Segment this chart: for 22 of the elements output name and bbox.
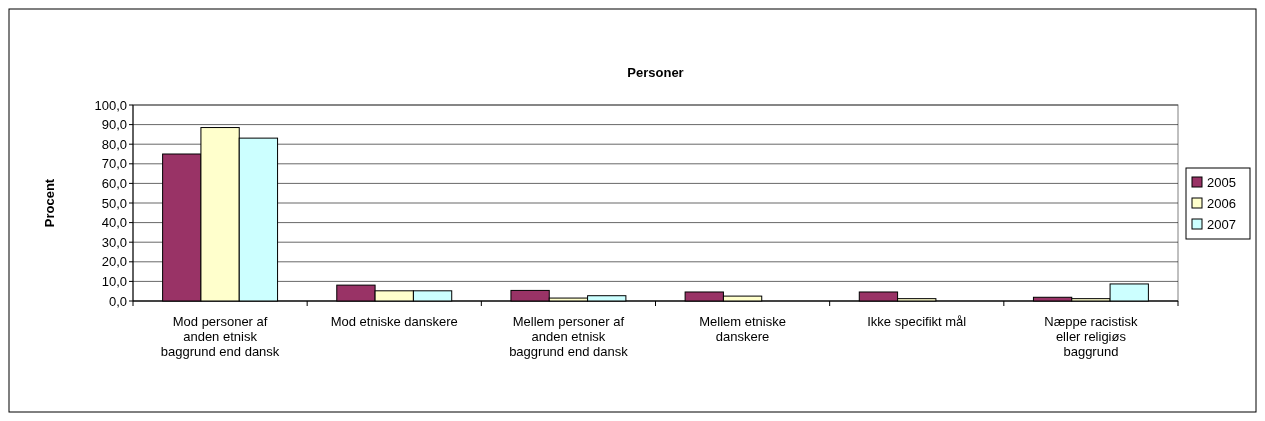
y-axis-title: Procent xyxy=(42,178,57,228)
y-tick-label: 20,0 xyxy=(101,254,127,270)
y-tick-label: 60,0 xyxy=(101,175,127,191)
y-tick-label: 40,0 xyxy=(101,215,127,231)
x-tick-label: Mellem etniske danskere xyxy=(699,314,786,344)
y-tick-label: 50,0 xyxy=(101,195,127,211)
x-tick-label: Mod personer af anden etnisk baggrund end dansk xyxy=(160,314,280,359)
legend-label: 2005 xyxy=(1207,174,1236,190)
y-tick-label: 30,0 xyxy=(101,234,127,250)
x-tick-label: Ikke specifikt mål xyxy=(867,314,967,329)
x-tick-label: Næppe racistisk eller religiøs baggrund xyxy=(1044,314,1139,359)
y-tick-label: 90,0 xyxy=(101,117,127,133)
y-tick-label: 70,0 xyxy=(101,156,127,172)
chart-title: Personer xyxy=(627,65,684,80)
y-tick-label: 80,0 xyxy=(101,136,127,152)
y-tick-label: 0,0 xyxy=(108,293,127,309)
x-tick-label: Mod etniske danskere xyxy=(330,314,458,329)
y-tick-label: 100,0 xyxy=(94,97,127,113)
y-tick-label: 10,0 xyxy=(101,273,127,289)
legend-label: 2007 xyxy=(1207,216,1236,232)
legend-label: 2006 xyxy=(1207,195,1236,211)
x-tick-label: Mellem personer af anden etnisk baggrund end dansk xyxy=(509,314,629,359)
